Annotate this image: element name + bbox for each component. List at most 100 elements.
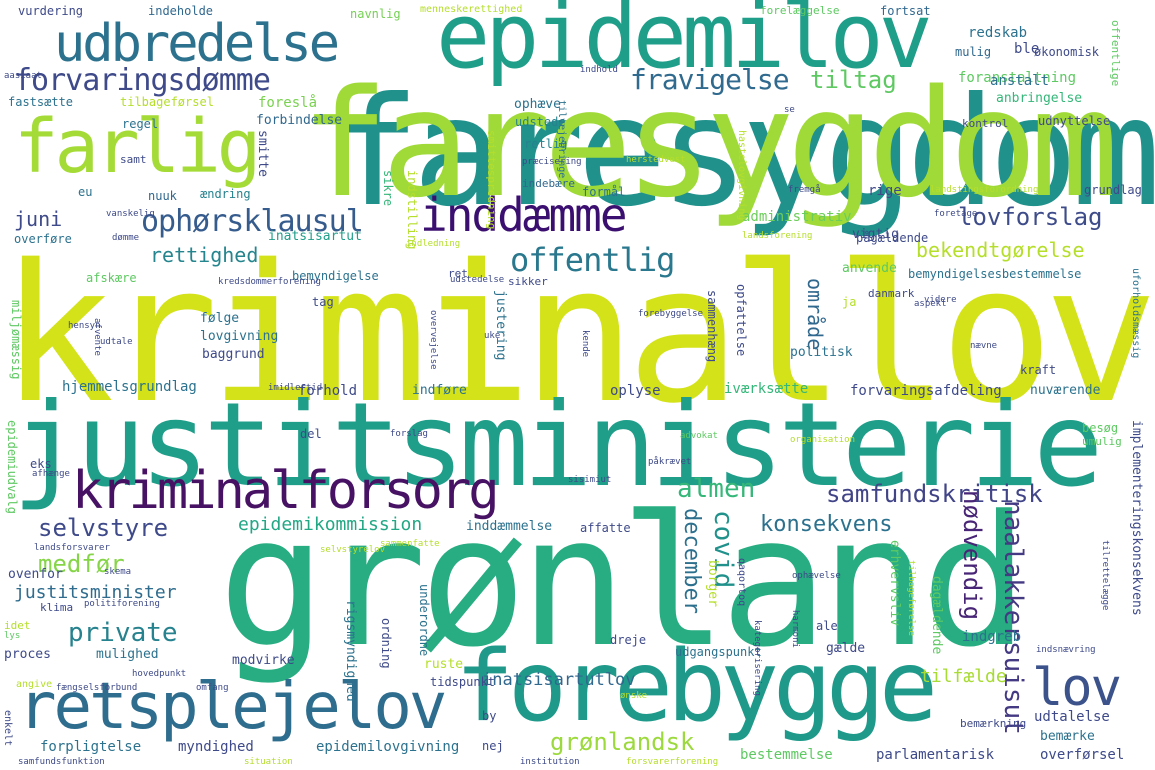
word-kriminallov: kriminallov <box>0 224 1155 445</box>
word-indebaere: indebære <box>522 177 575 190</box>
word-inddaemmelse: inddæmmelse <box>466 519 553 534</box>
word-videre: videre <box>924 295 957 305</box>
word-bemaerke: bemærke <box>1040 729 1095 744</box>
word-faresygdom: faresygdom <box>300 58 1119 230</box>
word-tilfaelde: tilfælde <box>920 666 1007 687</box>
word-konsekvens: konsekvens <box>760 512 893 537</box>
word-danmark: danmark <box>868 287 915 300</box>
word-se: se <box>784 105 795 115</box>
word-vanskelig: vanskelig <box>106 209 155 219</box>
word-nodvendig: nødvendig <box>958 490 986 621</box>
word-indgreb: indgreb <box>962 629 1022 645</box>
word-skema: skema <box>104 567 132 577</box>
word-ale: ale <box>816 619 838 633</box>
word-inatsisartut: inatsisartut <box>268 229 362 244</box>
word-nuuk: nuuk <box>148 189 177 203</box>
word-december: december <box>679 508 704 614</box>
word-forvaringsdomme: forvaringsdømme <box>14 63 271 98</box>
word-forebygge: forebygge <box>455 630 938 744</box>
word-smitte: smitte <box>255 130 270 177</box>
word-forsvarerforening: forsvarerforening <box>626 757 719 767</box>
word-ovenfor: ovenfor <box>8 567 63 582</box>
word-epidemiudvalg: epidemiudvalg <box>5 420 19 514</box>
word-tilvejebringe: tilvejebringe <box>556 100 567 179</box>
word-formal: formål <box>582 185 626 199</box>
word-forpligtelse: forpligtelse <box>40 739 142 755</box>
word-udstedelse: udstedelse <box>450 275 505 285</box>
word-uforholdsmaessig: uforholdsmæssig <box>1130 268 1141 359</box>
word-nej: nej <box>482 739 504 753</box>
word-kriminalforsorg: kriminalforsorg <box>72 461 500 521</box>
word-bemyndigelse: bemyndigelse <box>292 269 379 283</box>
word-idet: idet <box>4 619 31 632</box>
word-udstede: udstede <box>515 115 566 129</box>
word-miljomaessig: miljømæssig <box>9 300 23 380</box>
word-omfang: omfang <box>196 683 229 693</box>
word-retlig: retlig <box>524 137 568 151</box>
word-anbringelse: anbringelse <box>996 91 1083 106</box>
word-epidemilovgivning: epidemilovgivning <box>316 739 460 755</box>
word-navnlig: navnlig <box>350 7 401 21</box>
word-bemyndigelsesbestemmelse: bemyndigelsesbestemmelse <box>908 267 1082 281</box>
word-onske: ønske <box>620 691 648 701</box>
word-tidspunkt: tidspunkt <box>430 675 496 689</box>
word-juni: juni <box>14 207 63 231</box>
word-vurdering: vurdering <box>18 4 84 18</box>
word-proces: proces <box>4 647 51 662</box>
word-ivaerksaette: iværksætte <box>724 381 809 397</box>
word-indfore: indføre <box>412 383 467 398</box>
word-omrade: område <box>803 278 827 351</box>
word-samfundsfunktion: samfundsfunktion <box>18 757 105 767</box>
word-kategorisering: kategorisering <box>752 620 762 696</box>
word-inddaemme: inddæmme <box>420 188 628 242</box>
word-vigtig: vigtig <box>852 227 899 242</box>
word-overforsel: overførsel <box>1040 747 1125 763</box>
word-hastelovgivning: hastelovgivning <box>736 130 747 221</box>
word-praecisering: præcisering <box>522 157 582 167</box>
word-ret: ret <box>448 267 468 280</box>
word-landstingsforordning: landstingsforordning <box>930 185 1039 195</box>
word-forslag: forslag <box>390 429 428 439</box>
word-justitsministerie: justitsministerie <box>12 378 1103 513</box>
word-lovforslag: lovforslag <box>958 203 1103 231</box>
word-landsforsvarer: landsforsvarer <box>34 543 110 553</box>
word-retsplejelov: retsplejelov <box>18 670 447 744</box>
word-naevne: nævne <box>970 341 998 351</box>
word-samt: samt <box>120 153 147 166</box>
word-modvirke: modvirke <box>232 653 295 668</box>
word-udnyttelse: udnyttelse <box>1038 114 1111 128</box>
word-indledning: indledning <box>406 239 461 249</box>
word-indhold: indhold <box>580 65 618 75</box>
word-klima: klima <box>40 601 74 614</box>
word-affatte: affatte <box>580 521 631 535</box>
word-justitsminister: justitsminister <box>14 582 177 603</box>
word-sisimiut: sisimiut <box>568 475 612 485</box>
word-qaqortoq: qaqortoq <box>736 558 747 607</box>
word-afvente: afvente <box>92 318 102 356</box>
word-situation: situation <box>244 757 293 767</box>
word-selvstyrelov: selvstyrelov <box>320 545 386 555</box>
word-fremga: fremgå <box>788 185 821 195</box>
word-gronlandsk: grønlandsk <box>550 728 695 756</box>
word-bestemmelse: bestemmelse <box>740 747 833 763</box>
word-tag: tag <box>312 295 334 309</box>
word-kende: kende <box>580 330 590 358</box>
word-aspekt: aspekt <box>914 299 947 309</box>
word-naalakkersuisut: naalakkersuisut <box>998 500 1028 735</box>
word-eu: eu <box>78 185 93 199</box>
word-harmoni: harmoni <box>790 610 800 648</box>
word-farlig: farlig <box>14 104 261 190</box>
word-aendring: ændring <box>200 187 251 201</box>
word-gronland: grønland <box>218 478 1029 687</box>
word-bemaerkning: bemærkning <box>960 717 1027 730</box>
word-epidemikommission: epidemikommission <box>238 514 423 535</box>
word-gaelde: gælde <box>826 641 866 656</box>
word-ble: ble <box>1014 41 1040 57</box>
word-hovedpunkt: hovedpunkt <box>132 669 187 679</box>
word-tilrettelaegge: tilrettelægge <box>1100 540 1110 611</box>
word-bekendtgorelse: bekendtgørelse <box>916 238 1085 262</box>
word-baggrund: baggrund <box>202 347 265 362</box>
word-folge: følge <box>200 311 240 326</box>
word-fastsaette: fastsætte <box>8 95 74 109</box>
